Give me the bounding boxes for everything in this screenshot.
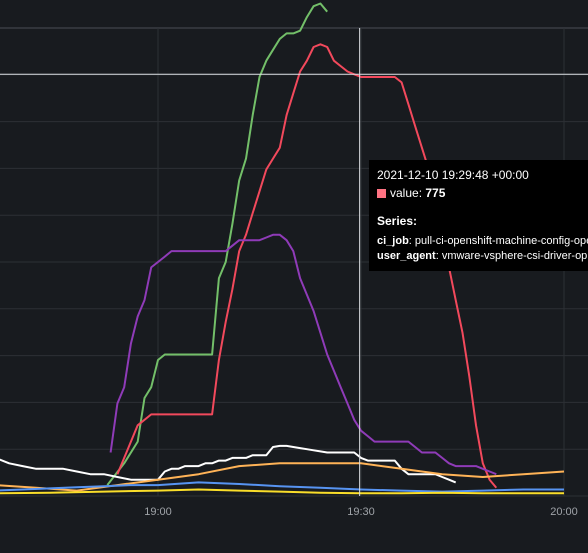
tooltip-label-row: user_agent: vmware-vsphere-csi-driver-op: [377, 250, 588, 262]
crosshair: [0, 28, 588, 496]
x-tick-label: 19:30: [347, 506, 375, 518]
label-key-ci-job: ci_job: [377, 235, 409, 247]
x-tick-label: 20:00: [550, 506, 578, 518]
hover-tooltip: 2021-12-10 19:29:48 +00:00 value: 775 Se…: [369, 160, 588, 271]
series-lines: [0, 2, 565, 495]
series-line-3: [0, 444, 457, 484]
series-line-4: [0, 462, 565, 492]
series-line-2: [109, 233, 497, 476]
label-value-user-agent: vmware-vsphere-csi-driver-op: [441, 250, 588, 262]
x-axis-ticks: 19:00 19:30 20:00: [144, 506, 578, 518]
tooltip-value-label: value:: [390, 186, 423, 200]
tooltip-timestamp: 2021-12-10 19:29:48 +00:00: [377, 168, 529, 182]
tooltip-value: 775: [425, 186, 446, 200]
tooltip-label-row: ci_job: pull-ci-openshift-machine-config…: [377, 234, 588, 249]
series-line-6: [0, 488, 564, 495]
label-value-ci-job: pull-ci-openshift-machine-config-ope: [414, 235, 588, 247]
tooltip-series-title: Series:: [377, 214, 418, 228]
label-key-user-agent: user_agent: [377, 250, 436, 262]
tooltip-value-row: value: 775: [377, 186, 588, 200]
x-tick-label: 19:00: [144, 506, 172, 518]
series-color-swatch: [377, 189, 386, 198]
series-line-5: [0, 481, 564, 493]
series-line-0: [106, 2, 328, 486]
